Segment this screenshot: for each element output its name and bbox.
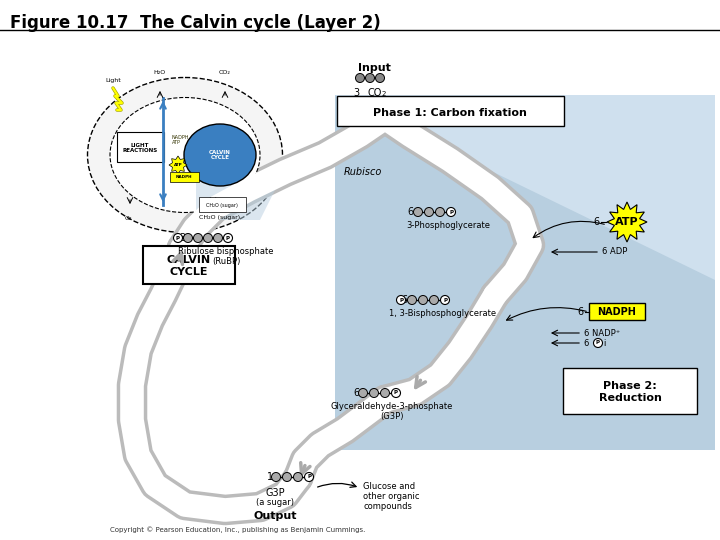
Circle shape xyxy=(441,295,449,305)
Text: NADPH: NADPH xyxy=(176,175,192,179)
Text: LIGHT
REACTIONS: LIGHT REACTIONS xyxy=(122,143,158,153)
Circle shape xyxy=(359,388,367,397)
FancyBboxPatch shape xyxy=(199,197,246,212)
Text: 6 NADP⁺: 6 NADP⁺ xyxy=(584,328,620,338)
Text: Phase 2:
Reduction: Phase 2: Reduction xyxy=(598,381,662,403)
Ellipse shape xyxy=(88,78,282,233)
Polygon shape xyxy=(335,95,715,280)
Text: CALVIN
CYCLE: CALVIN CYCLE xyxy=(209,150,231,160)
Ellipse shape xyxy=(184,124,256,186)
Text: Figure 10.17  The Calvin cycle (Layer 2): Figure 10.17 The Calvin cycle (Layer 2) xyxy=(10,14,381,32)
Polygon shape xyxy=(335,95,715,450)
Text: 3-Phosphoglycerate: 3-Phosphoglycerate xyxy=(406,221,490,230)
Text: G3P: G3P xyxy=(265,488,285,498)
Circle shape xyxy=(271,472,281,482)
Text: NADPH
ATP: NADPH ATP xyxy=(172,134,189,145)
Text: 6 ADP: 6 ADP xyxy=(602,247,627,256)
Text: CH₂O (sugar): CH₂O (sugar) xyxy=(199,215,240,220)
Text: P: P xyxy=(596,341,600,346)
Text: Glyceraldehyde-3-phosphate: Glyceraldehyde-3-phosphate xyxy=(330,402,453,411)
Text: 6: 6 xyxy=(354,388,360,398)
Circle shape xyxy=(356,73,364,83)
Text: NADPH: NADPH xyxy=(598,307,636,317)
Circle shape xyxy=(204,233,212,242)
Text: O₂: O₂ xyxy=(125,215,132,220)
FancyBboxPatch shape xyxy=(143,246,235,284)
Circle shape xyxy=(376,73,384,83)
Polygon shape xyxy=(169,156,187,174)
Text: P: P xyxy=(307,475,311,480)
Text: other organic: other organic xyxy=(363,492,420,501)
Text: (RuBP): (RuBP) xyxy=(212,257,240,266)
FancyBboxPatch shape xyxy=(169,172,199,181)
Text: Light: Light xyxy=(105,78,121,83)
Text: 6: 6 xyxy=(578,307,584,317)
Circle shape xyxy=(184,233,192,242)
Text: Phase 1: Carbon fixation: Phase 1: Carbon fixation xyxy=(373,108,527,118)
Text: i: i xyxy=(603,340,606,348)
Text: P: P xyxy=(394,390,398,395)
Text: compounds: compounds xyxy=(363,502,412,511)
Circle shape xyxy=(397,295,405,305)
Circle shape xyxy=(418,295,428,305)
Circle shape xyxy=(214,233,222,242)
Circle shape xyxy=(413,207,423,217)
Circle shape xyxy=(294,472,302,482)
Text: Copyright © Pearson Education, Inc., publishing as Benjamin Cummings.: Copyright © Pearson Education, Inc., pub… xyxy=(110,526,365,533)
Text: 6: 6 xyxy=(584,339,592,348)
Text: H₂O: H₂O xyxy=(154,70,166,75)
Circle shape xyxy=(593,339,603,348)
Text: (a sugar): (a sugar) xyxy=(256,498,294,507)
Circle shape xyxy=(282,472,292,482)
Text: 6: 6 xyxy=(402,295,408,305)
Text: CH₂O (sugar): CH₂O (sugar) xyxy=(206,202,238,207)
Text: CO: CO xyxy=(368,88,382,98)
FancyBboxPatch shape xyxy=(589,303,645,320)
Circle shape xyxy=(436,207,444,217)
Text: (G3P): (G3P) xyxy=(380,412,404,421)
Text: Rubisco: Rubisco xyxy=(344,167,382,177)
Text: 2: 2 xyxy=(382,91,387,97)
Ellipse shape xyxy=(110,98,260,213)
Text: 1, 3-Bisphosphoglycerate: 1, 3-Bisphosphoglycerate xyxy=(390,309,497,318)
Text: 3: 3 xyxy=(179,233,185,243)
Text: 3: 3 xyxy=(353,88,359,98)
Circle shape xyxy=(366,73,374,83)
Circle shape xyxy=(369,388,379,397)
FancyBboxPatch shape xyxy=(563,368,697,414)
Text: 1: 1 xyxy=(267,472,273,482)
Text: P: P xyxy=(176,235,180,240)
Text: 6: 6 xyxy=(594,217,600,227)
Text: CALVIN
CYCLE: CALVIN CYCLE xyxy=(167,255,211,277)
Text: 6: 6 xyxy=(408,207,414,217)
Circle shape xyxy=(194,233,202,242)
Text: ATP: ATP xyxy=(174,163,182,167)
Text: Output: Output xyxy=(253,511,297,521)
Text: Ribulose bisphosphate: Ribulose bisphosphate xyxy=(179,247,274,256)
FancyBboxPatch shape xyxy=(117,132,164,162)
Circle shape xyxy=(380,388,390,397)
Circle shape xyxy=(408,295,416,305)
Text: ATP: ATP xyxy=(615,217,639,227)
Circle shape xyxy=(430,295,438,305)
Circle shape xyxy=(174,233,182,242)
Circle shape xyxy=(425,207,433,217)
Circle shape xyxy=(305,472,313,482)
Polygon shape xyxy=(607,202,647,242)
Text: P: P xyxy=(443,298,447,302)
FancyBboxPatch shape xyxy=(337,96,564,126)
Circle shape xyxy=(223,233,233,242)
Text: P: P xyxy=(449,210,453,214)
Polygon shape xyxy=(196,180,280,220)
Text: P: P xyxy=(226,235,230,240)
Text: Input: Input xyxy=(358,63,391,73)
Circle shape xyxy=(392,388,400,397)
Text: P: P xyxy=(399,298,403,302)
Text: Glucose and: Glucose and xyxy=(363,482,415,491)
Text: CO₂: CO₂ xyxy=(219,70,231,75)
Circle shape xyxy=(446,207,456,217)
